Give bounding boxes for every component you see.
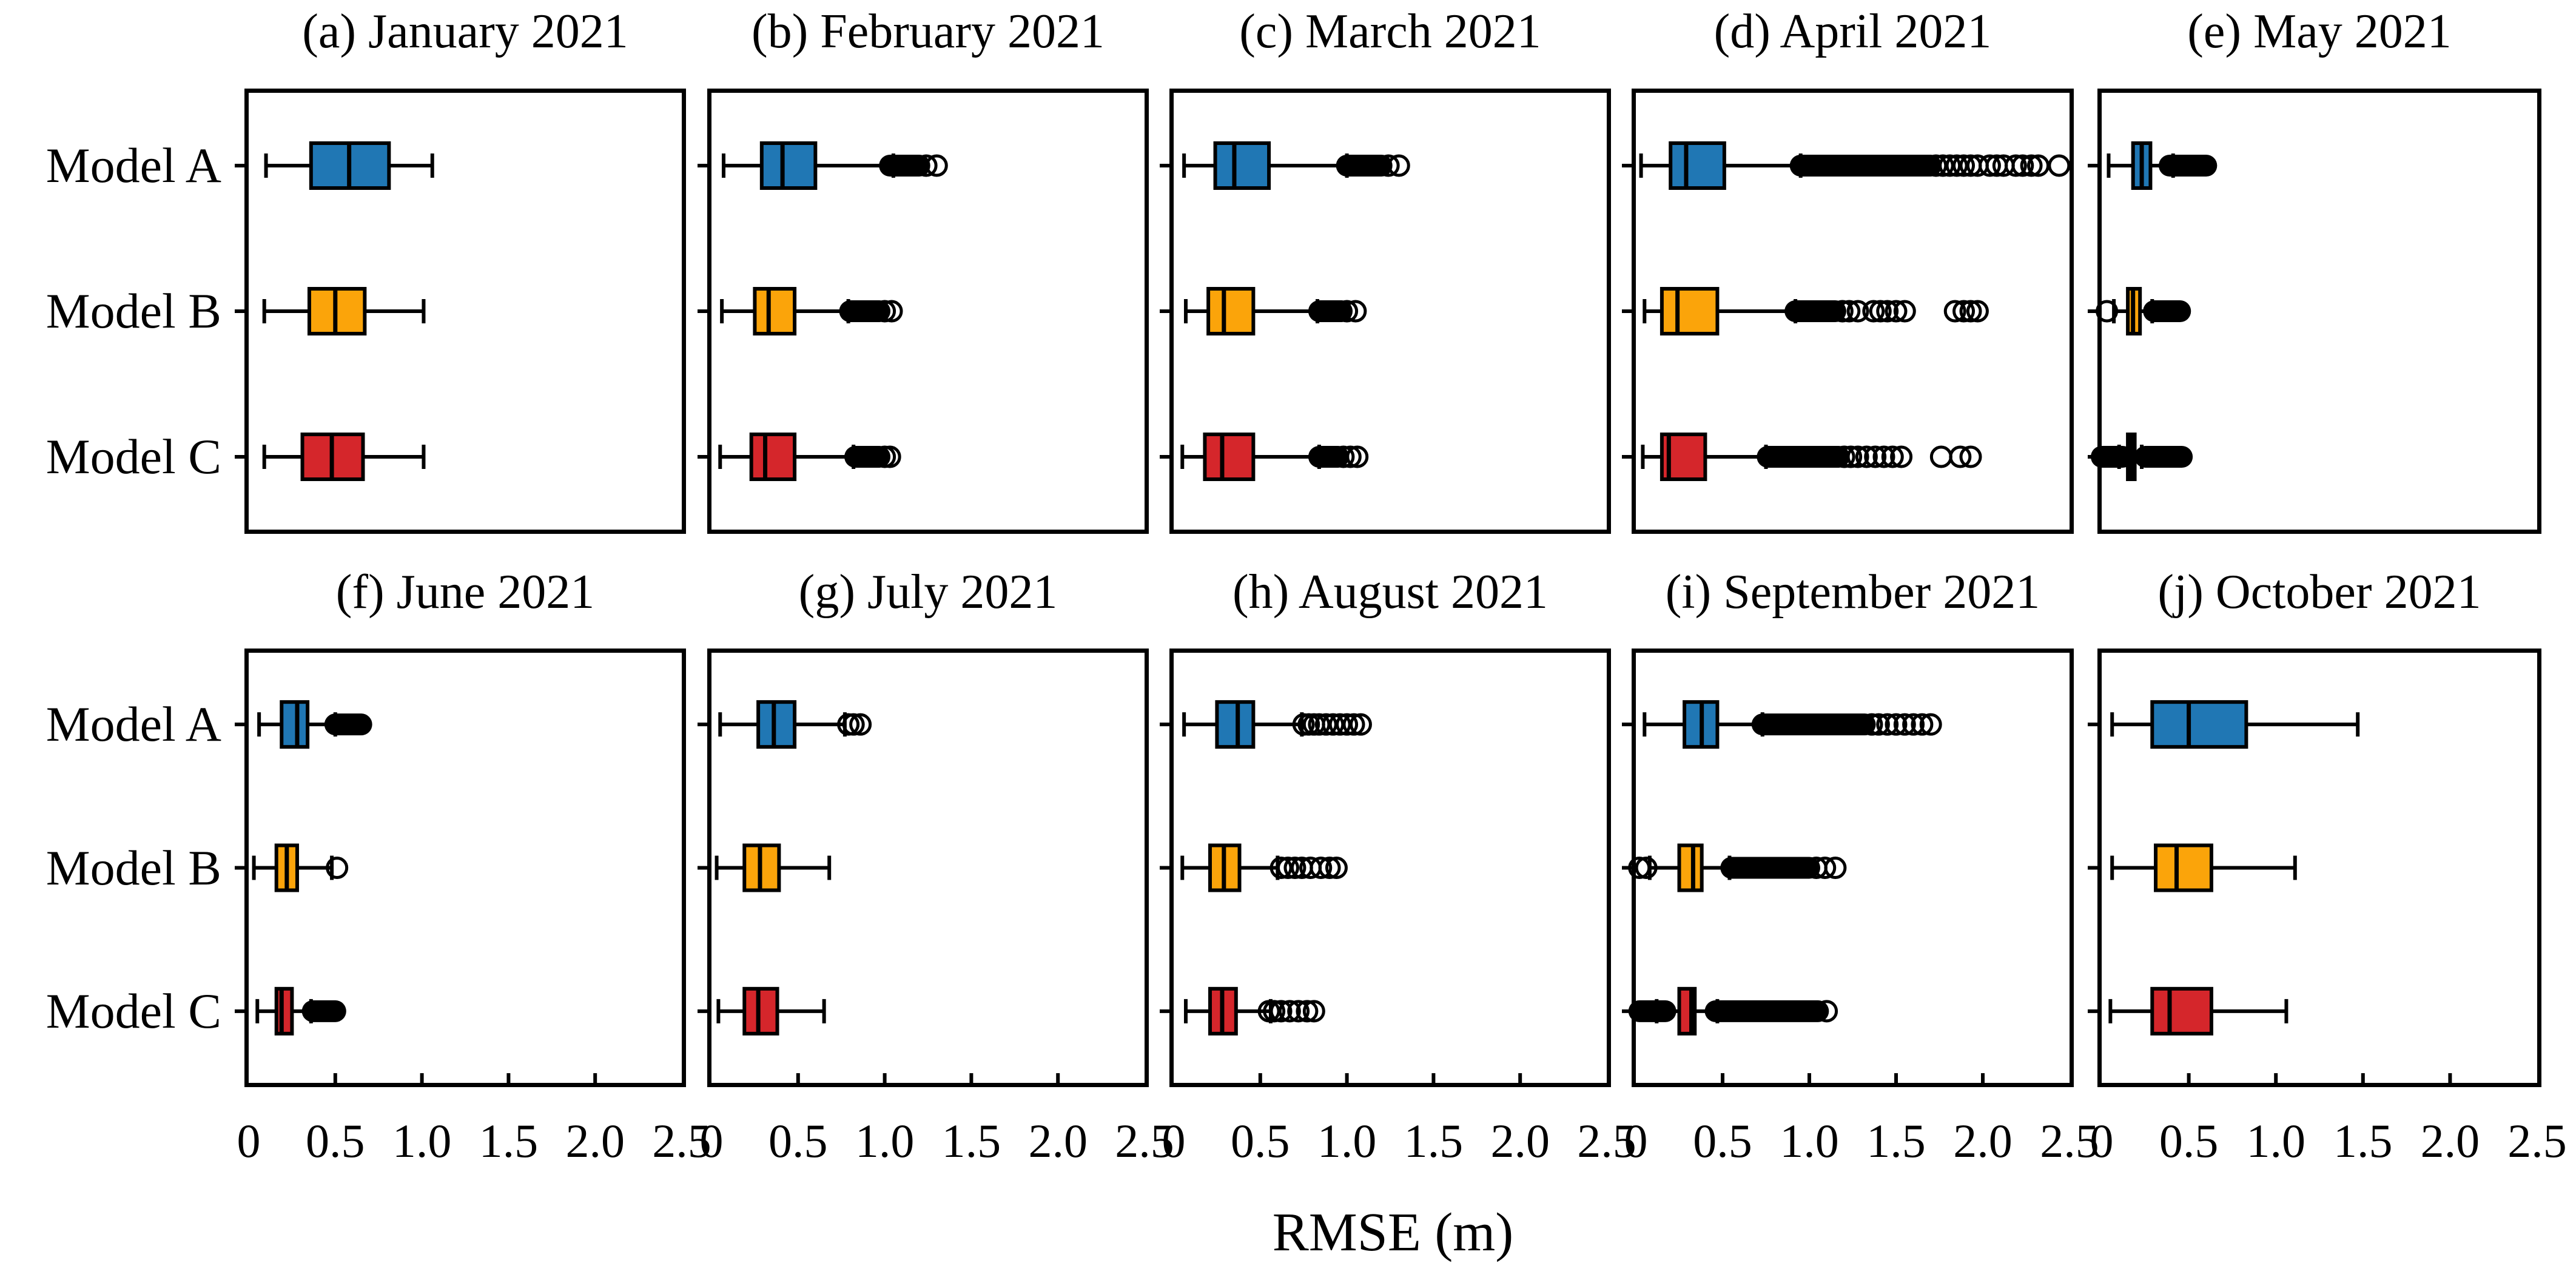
boxplot-f-model-a [257, 700, 372, 749]
x-tick-label: 0.5 [768, 1114, 828, 1167]
x-tick-label: 1.0 [392, 1114, 452, 1167]
row-label-model-b: Model B [45, 283, 221, 339]
subplot-f [235, 649, 686, 1087]
x-tick-label: 2.0 [2420, 1114, 2480, 1167]
x-tick-label: 2.5 [652, 1114, 711, 1167]
subplot-j [2088, 649, 2541, 1087]
subplot-c [1160, 89, 1611, 534]
subplot-title-j: (j) October 2021 [2157, 565, 2481, 619]
x-tick-label: 1.5 [479, 1114, 539, 1167]
subplot-title-b: (b) February 2021 [751, 5, 1105, 58]
x-tick-label: 1.5 [1404, 1114, 1464, 1167]
x-tick-label: 1.0 [2246, 1114, 2305, 1167]
boxplot-j-model-c [2108, 986, 2288, 1036]
subplot-title-d: (d) April 2021 [1713, 5, 1992, 58]
row-label-model-b: Model B [45, 840, 221, 895]
boxplot-c-model-a [1182, 141, 1410, 190]
x-tick-label: 2.0 [565, 1114, 625, 1167]
subplot-g [698, 649, 1149, 1087]
x-tick-label: 1.5 [2333, 1114, 2393, 1167]
boxplot-e-model-b [2096, 287, 2191, 335]
boxplot-a-model-b [262, 287, 426, 335]
boxplot-e-model-c [2091, 433, 2193, 481]
boxplot-b-model-a [721, 141, 948, 190]
boxplot-j-model-b [2110, 843, 2297, 892]
subplot-canvas-a [235, 141, 434, 481]
x-tick-label: 0.5 [1231, 1114, 1290, 1167]
x-tick-label: 2.5 [2040, 1114, 2099, 1167]
boxplot-c-model-b [1183, 287, 1367, 335]
boxplot-h-model-c [1183, 986, 1325, 1036]
boxplot-i-model-c [1628, 986, 1838, 1036]
boxplot-h-model-b [1180, 843, 1348, 892]
boxplot-a-model-c [262, 433, 426, 481]
subplot-title-f: (f) June 2021 [335, 565, 595, 619]
boxplot-f-model-c [255, 986, 346, 1036]
boxplot-g-model-a [718, 700, 872, 749]
subplot-d [1622, 89, 2074, 534]
subplot-canvas-f [235, 700, 597, 1083]
x-tick-label: 0.5 [2159, 1114, 2219, 1167]
subplot-i [1622, 649, 2074, 1087]
x-tick-label: 1.0 [1780, 1114, 1839, 1167]
x-tick-label: 2.5 [1115, 1114, 1174, 1167]
boxplot-d-model-c [1641, 433, 1982, 481]
subplot-b [698, 89, 1149, 534]
x-tick-label: 0.5 [1693, 1114, 1752, 1167]
x-tick-label: 0 [1624, 1114, 1648, 1167]
x-tick-label: 1.0 [1317, 1114, 1377, 1167]
boxplot-d-model-b [1643, 287, 1989, 335]
boxplot-d-model-a [1639, 141, 2071, 190]
boxplot-g-model-b [715, 843, 832, 892]
boxplot-i-model-b [1628, 843, 1847, 892]
x-tick-label: 0 [2090, 1114, 2114, 1167]
boxplot-f-model-b [252, 843, 349, 892]
subplot-h [1160, 649, 1611, 1087]
subplot-canvas-c [1160, 141, 1410, 481]
boxplot-i-model-a [1643, 700, 1942, 749]
subplot-canvas-g [698, 700, 1060, 1083]
subplot-title-i: (i) September 2021 [1665, 565, 2040, 619]
subplot-canvas-h [1160, 700, 1522, 1083]
subplot-canvas-e [2088, 141, 2218, 481]
x-tick-label: 2.5 [2507, 1114, 2567, 1167]
subplot-canvas-d [1622, 141, 2071, 481]
x-tick-label: 1.0 [855, 1114, 915, 1167]
boxplot-j-model-a [2110, 700, 2360, 749]
row-label-model-c: Model C [45, 983, 221, 1039]
subplot-title-e: (e) May 2021 [2187, 5, 2452, 58]
x-tick-label: 1.5 [941, 1114, 1001, 1167]
x-tick-label: 0.5 [306, 1114, 365, 1167]
subplot-title-h: (h) August 2021 [1233, 565, 1548, 619]
boxplot-c-model-c [1180, 433, 1369, 481]
subplot-canvas-b [698, 141, 948, 481]
boxplot-e-model-a [2107, 141, 2218, 190]
row-label-model-a: Model A [45, 138, 221, 193]
row-label-model-c: Model C [45, 429, 221, 484]
boxplot-a-model-a [264, 141, 434, 190]
boxplot-b-model-c [718, 433, 901, 481]
subplot-title-c: (c) March 2021 [1239, 5, 1541, 58]
subplot-title-g: (g) July 2021 [798, 565, 1058, 619]
subplot-a [235, 89, 686, 534]
row-label-model-a: Model A [45, 696, 221, 752]
boxplot-h-model-a [1182, 700, 1372, 749]
x-tick-label: 1.5 [1866, 1114, 1926, 1167]
subplot-canvas-j [2088, 700, 2452, 1083]
x-tick-label: 2.0 [1028, 1114, 1088, 1167]
subplot-title-a: (a) January 2021 [302, 5, 628, 58]
x-tick-label: 2.0 [1953, 1114, 2013, 1167]
subplot-e [2088, 89, 2541, 534]
x-tick-label: 2.5 [1577, 1114, 1636, 1167]
boxplot-b-model-b [720, 287, 903, 335]
x-tick-label: 2.0 [1490, 1114, 1550, 1167]
x-tick-label: 0 [237, 1114, 261, 1167]
boxplot-g-model-c [716, 986, 826, 1036]
subplot-canvas-i [1622, 700, 1985, 1083]
x-tick-label: 0 [1162, 1114, 1186, 1167]
x-tick-label: 0 [699, 1114, 724, 1167]
x-axis-label: RMSE (m) [1272, 1202, 1514, 1262]
